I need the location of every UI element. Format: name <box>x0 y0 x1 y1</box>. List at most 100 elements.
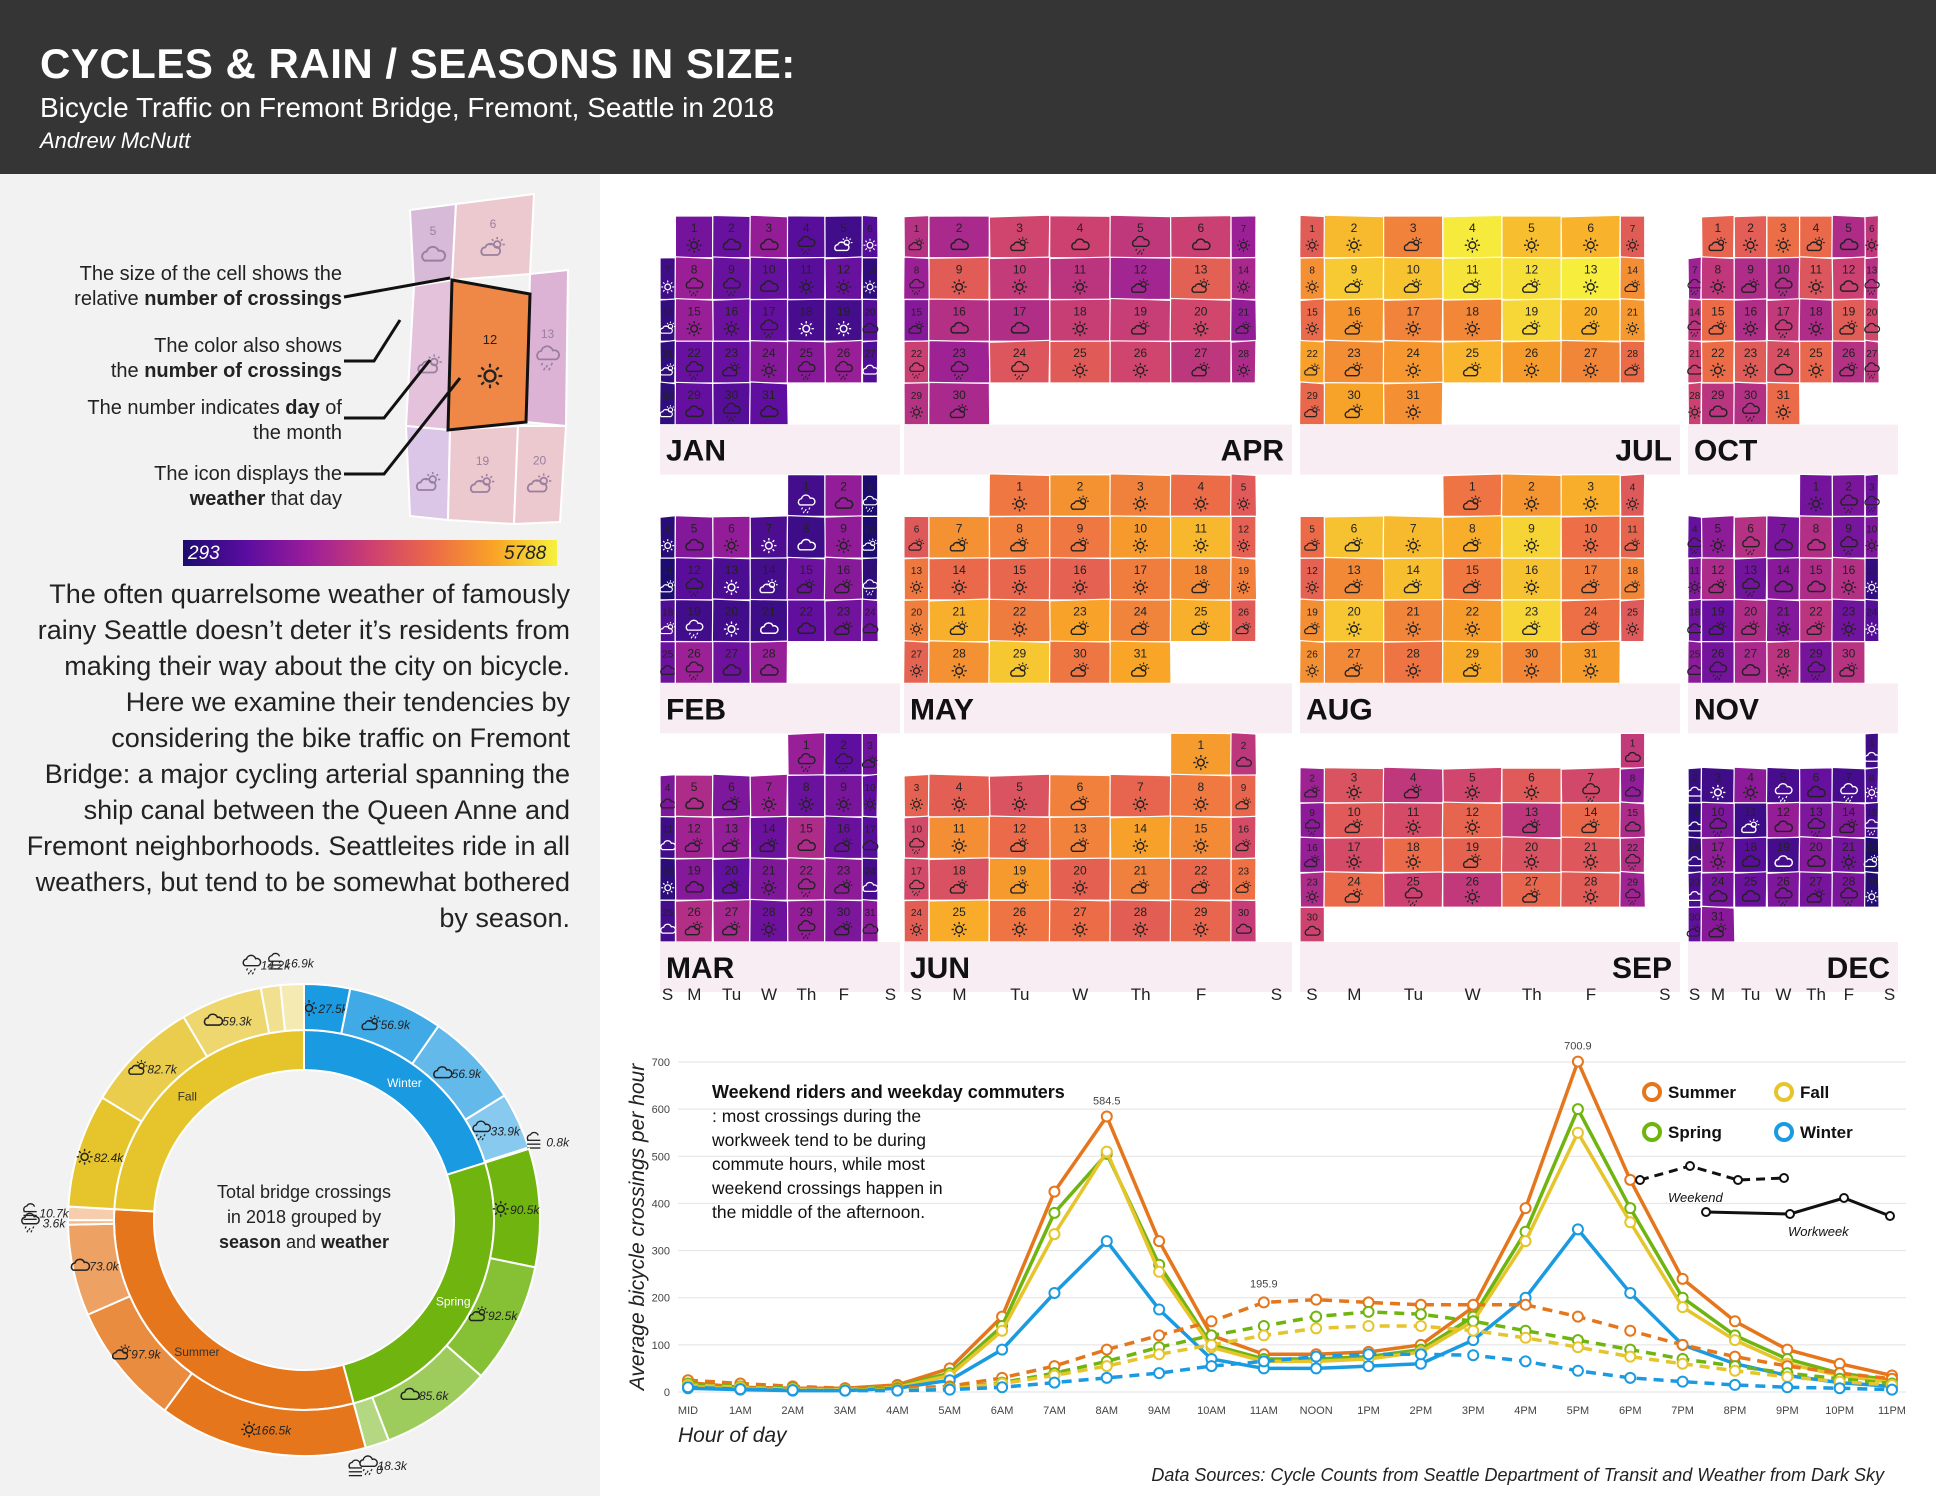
partly-cloudy-icon <box>1070 795 1089 811</box>
cloudy-icon <box>760 664 779 676</box>
calendar-day-number: 6 <box>1077 780 1084 794</box>
calendar-day-number: 1 <box>1715 221 1722 235</box>
partly-cloudy-icon <box>949 403 968 419</box>
clear-icon <box>1464 321 1480 337</box>
calendar-day-number: 20 <box>1073 863 1087 877</box>
calendar-day-number: 9 <box>1077 521 1084 535</box>
calendar-day-number: 18 <box>1689 608 1701 619</box>
calendar-day-cell: 1 <box>903 214 930 259</box>
calendar-day-number: 6 <box>914 524 920 535</box>
calendar-day-cell: 24 <box>1560 598 1621 643</box>
calendar-day-number: 15 <box>687 304 701 318</box>
calendar-day-cell: 30 <box>1831 640 1866 684</box>
calendar-day-number: 16 <box>1238 825 1250 836</box>
data-point <box>1571 1103 1584 1116</box>
calendar-day-number: 26 <box>1525 346 1539 360</box>
calendar-day-number: 2 <box>1351 221 1358 235</box>
calendar-day-number: 14 <box>1777 563 1791 577</box>
calendar-day-number: 2 <box>1241 741 1247 752</box>
calendar-day-number: 21 <box>1842 840 1856 854</box>
calendar-day-cell: 22 <box>1299 339 1326 384</box>
partly-cloudy-icon <box>834 879 853 894</box>
clear-icon <box>1464 889 1480 905</box>
clear-icon <box>723 579 740 595</box>
calendar-day-cell: 20 <box>1864 298 1881 342</box>
calendar-day-cell: 3 <box>749 214 789 259</box>
cloudy-icon <box>1774 363 1794 376</box>
calendar-day-number: 11 <box>1810 263 1823 277</box>
calendar-day-cell: 15 <box>786 816 826 860</box>
calendar-day-number: 11 <box>953 822 966 836</box>
rain-icon <box>1774 783 1793 802</box>
clear-icon <box>1688 405 1702 419</box>
calendar-day-number: 3 <box>1869 483 1875 494</box>
callout: Weekend riders and weekday commuters: mo… <box>711 1082 1065 1222</box>
data-point <box>1571 1055 1584 1068</box>
partly-cloudy-icon <box>1581 818 1600 834</box>
calendar-day-cell: 2 <box>711 214 752 259</box>
donut-season-label: Summer <box>174 1345 219 1359</box>
calendar-day-number: 11 <box>1744 805 1757 819</box>
clear-icon <box>1405 621 1421 637</box>
x-tick-label: 6AM <box>991 1405 1014 1417</box>
rain-icon <box>1864 362 1880 379</box>
cloudy-icon <box>760 405 779 418</box>
legend-example-cell: 20 <box>512 425 568 526</box>
rain-icon <box>359 1455 378 1476</box>
calendar-day-cell: 6 <box>1798 767 1833 804</box>
clear-icon <box>1865 580 1879 594</box>
data-point <box>1048 1185 1061 1198</box>
clear-icon <box>1742 362 1759 378</box>
calendar-day-cell: 12 <box>1501 256 1562 301</box>
data-point <box>1153 1235 1166 1248</box>
calendar-day-number: 17 <box>1347 840 1361 854</box>
calendar-day-number: 28 <box>1689 391 1701 402</box>
calendar-day-cell: 5 <box>1442 766 1503 804</box>
legend-item-summer: Summer <box>1642 1082 1736 1102</box>
rain-icon <box>1742 536 1760 556</box>
y-tick-label: 300 <box>652 1246 670 1258</box>
calendar-day-number: 25 <box>800 346 814 360</box>
weekday-label: W <box>1072 985 1088 1002</box>
calendar-day-cell: 14 <box>1687 298 1703 342</box>
calendar-day-number: 8 <box>803 780 810 794</box>
cloudy-icon <box>1235 756 1252 767</box>
calendar-day-number: 13 <box>1194 263 1208 277</box>
calendar-day-cell: 16 <box>712 298 751 342</box>
workweek-label: Workweek <box>1788 1224 1850 1239</box>
donut-season-label: Spring <box>436 1294 471 1308</box>
clear-icon <box>1132 538 1148 554</box>
data-point <box>734 1383 747 1396</box>
legend-color-label: The color also shows the number of cross… <box>110 335 342 382</box>
partly-cloudy-icon <box>796 579 816 594</box>
partly-cloudy-icon <box>1522 818 1541 834</box>
calendar-day-cell: 22 <box>1863 836 1880 874</box>
clear-icon <box>1742 784 1759 801</box>
calendar-day-number: 21 <box>1689 349 1701 360</box>
calendar-day-cell: 12 <box>674 815 714 860</box>
calendar-day-number: 28 <box>1407 646 1421 660</box>
calendar-day-cell: 28 <box>749 640 789 684</box>
calendar-day-number: 21 <box>1238 307 1250 318</box>
calendar-day-number: 30 <box>1073 646 1087 660</box>
calendar-day-cell: 8 <box>1619 766 1646 804</box>
clear-icon <box>1583 362 1599 378</box>
calendar-day-number: 16 <box>1744 304 1758 318</box>
calendar-day-cell: 28 <box>1230 339 1257 384</box>
calendar-day-number: 4 <box>665 524 671 535</box>
data-point <box>1519 1298 1532 1311</box>
clear-icon <box>1523 854 1540 870</box>
calendar-day-cell: 21 <box>1560 836 1622 874</box>
calendar-day-cell: 4 <box>660 515 677 559</box>
calendar-day-cell: 11 <box>928 815 990 860</box>
clear-icon <box>1775 621 1791 637</box>
calendar-day-number: 2 <box>1309 773 1315 784</box>
data-point <box>943 1383 956 1396</box>
clear-icon <box>1012 921 1028 938</box>
calendar-day-cell: 21 <box>1619 297 1646 342</box>
calendar-day-number: 15 <box>1194 822 1208 836</box>
calendar-day-cell: 12 <box>1831 256 1866 301</box>
month-band <box>660 942 900 992</box>
